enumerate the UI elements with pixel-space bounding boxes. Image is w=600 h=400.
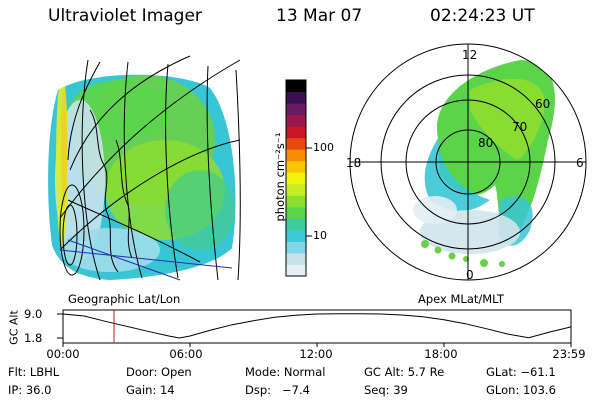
colorbar xyxy=(285,79,312,277)
colorbar-cell xyxy=(286,229,306,242)
colorbar-cell xyxy=(286,160,306,173)
info-gain: Gain: 14 xyxy=(126,383,175,397)
info-glat: GLat: −61.1 xyxy=(486,365,556,379)
date-label: 13 Mar 07 xyxy=(276,6,363,26)
altitude-series-line xyxy=(62,313,571,339)
altitude-plot xyxy=(57,309,572,347)
left-panel-caption: Geographic Lat/Lon xyxy=(68,292,181,306)
colorbar-cell xyxy=(286,114,306,127)
mlt-label-18: 18 xyxy=(346,156,362,170)
info-glon: GLon: 103.6 xyxy=(486,383,556,397)
x-tick-label: 12:00 xyxy=(299,347,333,361)
right-panel-caption: Apex MLat/MLT xyxy=(418,292,505,306)
colorbar-cell xyxy=(286,91,306,104)
colorbar-tick-100: 100 xyxy=(313,141,334,154)
x-tick-label: 23:59 xyxy=(552,347,586,361)
colorbar-cell xyxy=(286,103,306,116)
mlat-label-60: 60 xyxy=(535,97,551,111)
altitude-ytick-low: 1.8 xyxy=(24,331,43,345)
x-tick-label: 00:00 xyxy=(46,347,80,361)
mlt-label-0: 0 xyxy=(466,268,474,282)
colorbar-cell xyxy=(286,218,306,231)
colorbar-cell xyxy=(286,252,306,265)
geographic-map xyxy=(48,55,241,281)
mlt-label-6: 6 xyxy=(576,156,584,170)
mlat-label-80: 80 xyxy=(478,136,494,150)
colorbar-cell xyxy=(286,137,306,150)
colorbar-cell xyxy=(286,149,306,162)
colorbar-unit-label: photon cm⁻²s⁻¹ xyxy=(273,132,287,222)
altitude-ylabel: GC Alt xyxy=(7,310,21,345)
colorbar-cell xyxy=(286,195,306,208)
x-tick-label: 06:00 xyxy=(169,347,203,361)
info-mode: Mode: Normal xyxy=(245,365,326,379)
info-seq: Seq: 39 xyxy=(364,383,408,397)
colorbar-tick-10: 10 xyxy=(313,229,327,242)
info-ip: IP: 36.0 xyxy=(8,383,52,397)
mlt-label-12: 12 xyxy=(462,48,478,62)
info-filter: Flt: LBHL xyxy=(8,365,60,379)
instrument-title: Ultraviolet Imager xyxy=(48,6,202,26)
colorbar-cell xyxy=(286,80,306,93)
colorbar-cell xyxy=(286,183,306,196)
info-dsp: Dsp: −7.4 xyxy=(245,383,310,397)
altitude-ytick-high: 9.0 xyxy=(24,307,43,321)
colorbar-cell xyxy=(286,206,306,219)
colorbar-cell xyxy=(286,172,306,185)
mlat-label-70: 70 xyxy=(512,120,528,134)
info-gc-alt: GC Alt: 5.7 Re xyxy=(364,365,445,379)
info-door: Door: Open xyxy=(126,365,192,379)
colorbar-cell xyxy=(286,126,306,139)
polar-map xyxy=(349,43,587,281)
time-label: 02:24:23 UT xyxy=(430,6,535,26)
colorbar-cell xyxy=(286,264,306,277)
colorbar-cell xyxy=(286,241,306,254)
x-tick-label: 18:00 xyxy=(424,347,458,361)
